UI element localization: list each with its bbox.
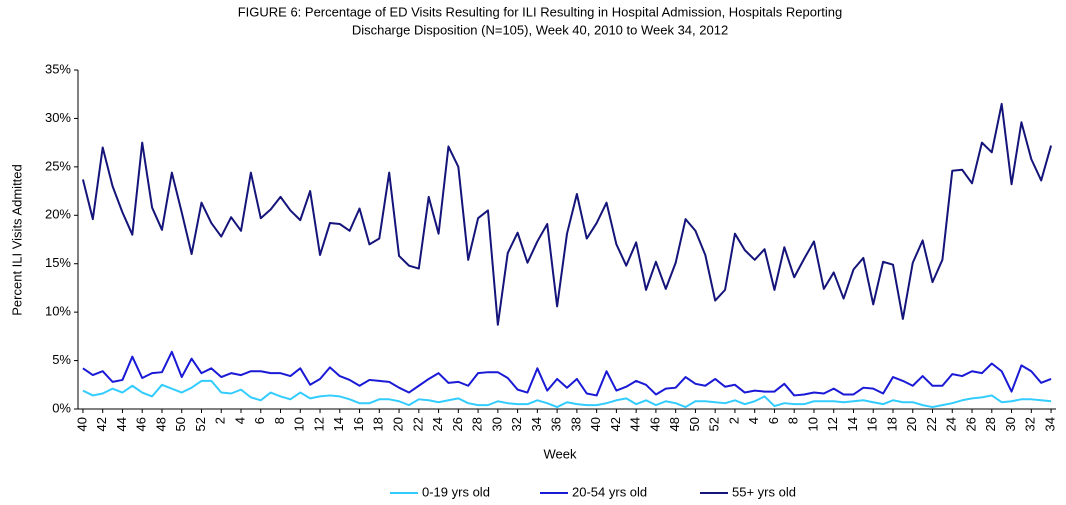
x-tick-label: 30 [1003, 417, 1018, 431]
y-tick-label: 20% [45, 207, 71, 222]
x-tick-label: 20 [904, 417, 919, 431]
x-tick-label: 48 [153, 417, 168, 431]
x-tick-label: 44 [628, 417, 643, 431]
x-tick-label: 14 [331, 417, 346, 431]
y-tick-label: 5% [52, 352, 71, 367]
x-tick-label: 40 [74, 417, 89, 431]
x-tick-label: 36 [549, 417, 564, 431]
x-tick-label: 22 [410, 417, 425, 431]
y-tick-label: 30% [45, 110, 71, 125]
y-tick-label: 10% [45, 304, 71, 319]
legend-label: 20-54 yrs old [572, 484, 647, 499]
y-tick-label: 15% [45, 255, 71, 270]
x-tick-label: 12 [825, 417, 840, 431]
x-tick-label: 8 [786, 417, 801, 424]
x-tick-label: 44 [114, 417, 129, 431]
x-tick-label: 4 [232, 417, 247, 424]
x-tick-label: 10 [805, 417, 820, 431]
x-tick-label: 52 [707, 417, 722, 431]
x-tick-label: 48 [667, 417, 682, 431]
x-tick-label: 14 [845, 417, 860, 431]
x-tick-label: 42 [608, 417, 623, 431]
x-tick-label: 50 [173, 417, 188, 431]
x-tick-label: 12 [311, 417, 326, 431]
x-tick-label: 26 [963, 417, 978, 431]
x-tick-label: 24 [944, 417, 959, 431]
chart-title: Discharge Disposition (N=105), Week 40, … [352, 22, 728, 37]
x-tick-label: 2 [213, 417, 228, 424]
chart-title: FIGURE 6: Percentage of ED Visits Result… [238, 4, 843, 19]
y-tick-label: 25% [45, 158, 71, 173]
x-tick-label: 40 [588, 417, 603, 431]
series-line [81, 102, 1053, 326]
x-tick-label: 42 [94, 417, 109, 431]
x-tick-label: 20 [390, 417, 405, 431]
x-tick-label: 26 [450, 417, 465, 431]
y-axis-label: Percent ILI Visits Admitted [9, 164, 24, 316]
x-tick-label: 16 [865, 417, 880, 431]
legend-label: 55+ yrs old [732, 484, 796, 499]
x-tick-label: 28 [470, 417, 485, 431]
x-tick-label: 8 [272, 417, 287, 424]
x-tick-label: 32 [1023, 417, 1038, 431]
x-tick-label: 34 [1042, 417, 1057, 431]
x-tick-label: 2 [726, 417, 741, 424]
x-tick-label: 32 [509, 417, 524, 431]
x-tick-label: 4 [746, 417, 761, 424]
x-tick-label: 22 [924, 417, 939, 431]
series-line [82, 350, 1052, 397]
x-tick-label: 50 [687, 417, 702, 431]
series-line [82, 379, 1052, 409]
x-axis-label: Week [544, 446, 577, 461]
x-tick-label: 10 [292, 417, 307, 431]
x-tick-label: 46 [647, 417, 662, 431]
x-tick-label: 18 [884, 417, 899, 431]
x-tick-label: 38 [568, 417, 583, 431]
x-tick-label: 18 [371, 417, 386, 431]
x-tick-label: 46 [134, 417, 149, 431]
y-tick-label: 0% [52, 400, 71, 415]
legend-label: 0-19 yrs old [422, 484, 490, 499]
x-tick-label: 6 [766, 417, 781, 424]
y-tick-label: 35% [45, 61, 71, 76]
x-tick-label: 6 [252, 417, 267, 424]
x-tick-label: 28 [983, 417, 998, 431]
x-tick-label: 30 [489, 417, 504, 431]
x-tick-label: 34 [529, 417, 544, 431]
x-tick-label: 16 [351, 417, 366, 431]
x-tick-label: 24 [430, 417, 445, 431]
x-tick-label: 52 [193, 417, 208, 431]
